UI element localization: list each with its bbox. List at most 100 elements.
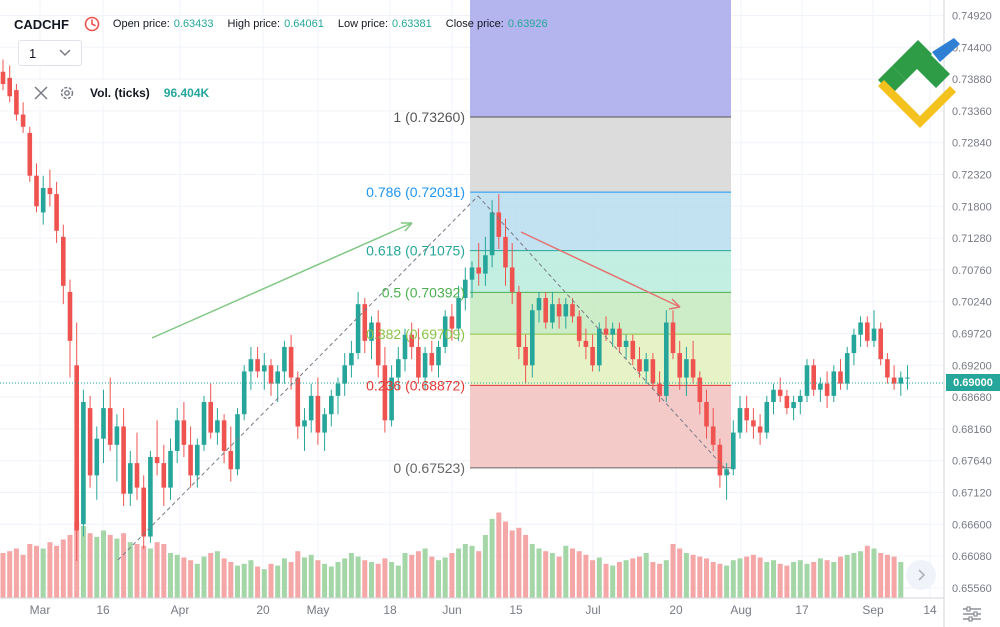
candle-body bbox=[355, 304, 361, 354]
candle-body bbox=[563, 304, 569, 317]
volume-bar bbox=[275, 565, 281, 598]
candle-body bbox=[543, 298, 548, 323]
candle-body bbox=[235, 414, 240, 470]
time-tick-label: 14 bbox=[923, 603, 937, 617]
volume-bar bbox=[650, 562, 656, 598]
candle-body bbox=[824, 383, 830, 396]
volume-bar bbox=[134, 544, 140, 598]
candle-body bbox=[751, 420, 756, 427]
scroll-to-realtime-button[interactable] bbox=[906, 560, 936, 590]
interval-dropdown[interactable]: 1 bbox=[18, 40, 82, 66]
settings-sliders-icon[interactable] bbox=[960, 604, 984, 624]
volume-bar bbox=[476, 551, 482, 598]
volume-bar bbox=[47, 542, 53, 598]
candle-body bbox=[308, 395, 314, 421]
price-tick-label: 0.73880 bbox=[952, 74, 992, 86]
volume-bar bbox=[509, 530, 515, 598]
price-tick-label: 0.66600 bbox=[952, 519, 992, 531]
candle-body bbox=[40, 187, 46, 213]
candle-body bbox=[496, 212, 502, 237]
candle-body bbox=[811, 365, 816, 390]
candle-body bbox=[27, 132, 33, 176]
volume-bar bbox=[34, 545, 39, 598]
volume-bar bbox=[657, 563, 663, 598]
high-value: 0.64061 bbox=[284, 18, 324, 30]
uptrend-arrow bbox=[151, 222, 413, 339]
time-tick-label: Apr bbox=[171, 603, 190, 617]
candle-body bbox=[268, 365, 274, 384]
price-tick-label: 0.67640 bbox=[952, 456, 992, 468]
candle-body bbox=[516, 291, 522, 347]
fib-band-extension bbox=[470, 0, 731, 118]
volume-bar bbox=[757, 557, 763, 598]
gear-icon[interactable] bbox=[58, 84, 76, 102]
volume-bar bbox=[295, 551, 301, 598]
low-label: Low price: bbox=[337, 18, 389, 30]
candle-body bbox=[288, 346, 294, 378]
chevron-down-icon bbox=[59, 49, 71, 57]
candle-body bbox=[181, 420, 187, 445]
fibonacci-labels: 1 (0.73260) 0.786 (0.72031) 0.618 (0.71075… bbox=[366, 109, 465, 476]
volume-bar bbox=[168, 553, 173, 598]
candle-body bbox=[161, 463, 167, 488]
volume-bar bbox=[744, 556, 750, 598]
time-tick-label: 18 bbox=[383, 603, 397, 617]
volume-bar bbox=[529, 544, 535, 598]
fib-level-label: 0.5 (0.70392) bbox=[382, 284, 465, 300]
volume-bar bbox=[704, 558, 709, 598]
volume-bar bbox=[710, 562, 716, 598]
candle-body bbox=[168, 450, 173, 488]
volume-bar bbox=[791, 562, 797, 598]
time-tick-label: 16 bbox=[96, 603, 110, 617]
price-tick-label: 0.70240 bbox=[952, 297, 992, 309]
volume-bar bbox=[811, 562, 817, 598]
price-tick-label: 0.72320 bbox=[952, 170, 992, 182]
fib-level-label: 1 (0.73260) bbox=[393, 109, 465, 125]
candle-body bbox=[838, 371, 843, 384]
volume-bar bbox=[60, 539, 66, 598]
volume-bar bbox=[670, 544, 676, 598]
volume-legend: Vol. (ticks) 96.404K bbox=[28, 80, 214, 106]
volume-bar bbox=[637, 556, 642, 598]
candle-body bbox=[731, 432, 736, 470]
volume-bar bbox=[101, 530, 106, 598]
candle-body bbox=[61, 236, 66, 286]
volume-bar bbox=[127, 542, 133, 598]
volume-bar bbox=[563, 545, 569, 598]
volume-bar bbox=[851, 553, 857, 598]
volume-bar bbox=[27, 544, 33, 598]
candle-body bbox=[530, 310, 535, 366]
candle-body bbox=[757, 426, 763, 433]
volume-bar bbox=[194, 563, 200, 598]
volume-bar bbox=[891, 556, 897, 598]
price-tick-label: 0.66080 bbox=[952, 551, 992, 563]
symbol-name: CADCHF bbox=[14, 16, 69, 32]
volume-bar bbox=[355, 556, 361, 598]
candle-body bbox=[134, 463, 140, 488]
volume-bar bbox=[201, 556, 207, 598]
candle-body bbox=[295, 377, 301, 427]
volume-bar bbox=[831, 562, 837, 598]
candle-body bbox=[844, 353, 850, 384]
volume-bar bbox=[121, 533, 127, 598]
volume-bar bbox=[429, 556, 435, 598]
clock-icon[interactable] bbox=[83, 15, 101, 33]
candle-body bbox=[851, 334, 857, 354]
candle-body bbox=[201, 401, 207, 445]
close-icon[interactable] bbox=[32, 84, 50, 102]
candle-body bbox=[898, 377, 904, 384]
volume-bar bbox=[482, 535, 488, 598]
volume-bar bbox=[610, 565, 616, 598]
candle-body bbox=[402, 334, 408, 360]
candle-body bbox=[576, 316, 582, 341]
candle-body bbox=[7, 77, 12, 97]
volume-bar bbox=[328, 566, 334, 598]
fib-anchor-line bbox=[117, 195, 479, 561]
candle-body bbox=[128, 463, 133, 494]
volume-bar bbox=[208, 553, 214, 598]
candle-body bbox=[174, 420, 180, 451]
volume-bar bbox=[255, 566, 261, 598]
fib-level-label: 0.618 (0.71075) bbox=[366, 243, 465, 259]
downtrend-arrow bbox=[520, 231, 681, 308]
